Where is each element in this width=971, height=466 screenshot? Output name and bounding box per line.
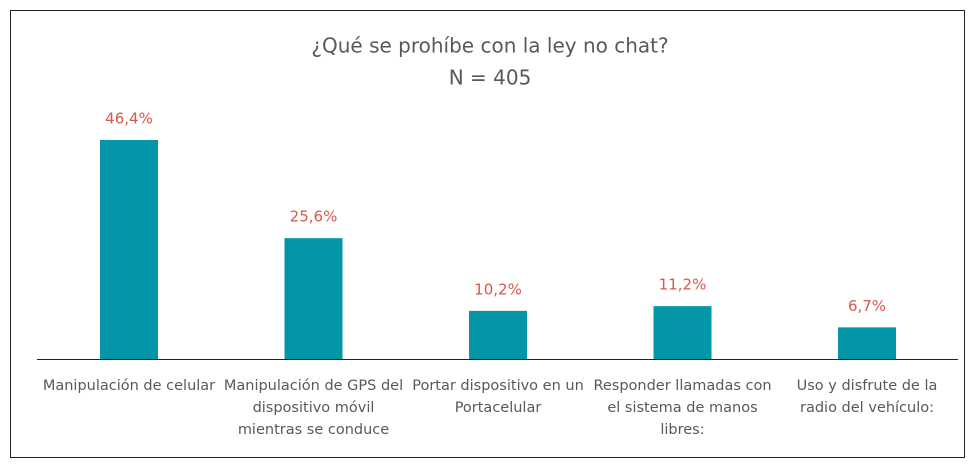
value-label: 46,4% <box>105 109 153 127</box>
value-label: 6,7% <box>848 297 886 315</box>
x-tick-label: Uso y disfrute de la radio del vehículo: <box>796 378 938 416</box>
bar <box>838 327 896 359</box>
value-label: 10,2% <box>474 280 522 298</box>
bar <box>100 139 158 359</box>
value-label: 11,2% <box>659 276 707 294</box>
x-tick-label: Manipulación de GPS del dispositivo móvi… <box>223 378 404 438</box>
bar <box>653 306 712 359</box>
x-tick-label: Portar dispositivo en un Portacelular <box>412 378 584 416</box>
x-tick-label: Manipulación de celular <box>42 378 216 394</box>
value-label: 25,6% <box>290 208 338 226</box>
bar <box>284 238 343 359</box>
x-tick-label: Responder llamadas con el sistema de man… <box>593 378 772 438</box>
chart-subtitle: N = 405 <box>449 66 532 90</box>
bar <box>469 310 527 359</box>
chart-title: ¿Qué se prohíbe con la ley no chat? <box>311 34 668 58</box>
chart-frame <box>10 10 965 458</box>
